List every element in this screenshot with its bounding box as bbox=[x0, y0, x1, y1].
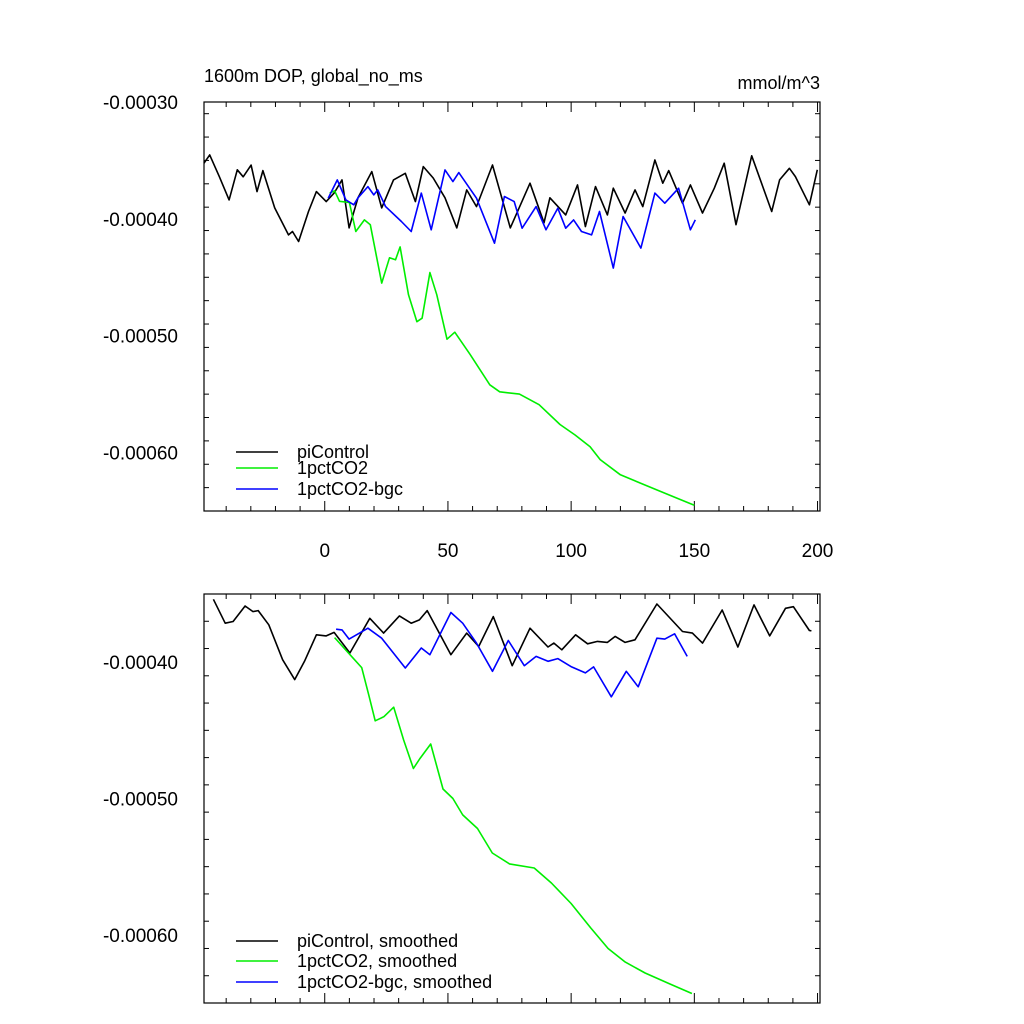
y-tick-label: -0.00030 bbox=[103, 93, 178, 114]
x-tick-label: 200 bbox=[802, 541, 834, 562]
y-tick-label: -0.00040 bbox=[103, 653, 178, 674]
units-label: mmol/m^3 bbox=[738, 73, 820, 93]
series-line-1pctco2 bbox=[329, 190, 695, 506]
legend-label: piControl, smoothed bbox=[297, 931, 458, 951]
plot-frame bbox=[203, 593, 821, 1004]
legend-label: 1pctCO2-bgc, smoothed bbox=[297, 972, 492, 992]
y-tick-label: -0.00060 bbox=[103, 444, 178, 465]
legend-label: 1pctCO2 bbox=[297, 458, 368, 478]
legend-label: 1pctCO2, smoothed bbox=[297, 951, 457, 971]
x-tick-label: 0 bbox=[319, 541, 330, 562]
series-line-picontrol-smoothed bbox=[212, 598, 812, 681]
x-tick-label: 150 bbox=[678, 541, 710, 562]
panel-1: -0.00030 -0.00040 -0.00050 -0.00060 0 50 100 15… bbox=[103, 66, 833, 562]
series-line-1pctco2-bgc bbox=[327, 169, 697, 269]
series-line-picontrol bbox=[203, 154, 819, 243]
legend-label: piControl bbox=[297, 442, 369, 462]
y-tick-label: -0.00060 bbox=[103, 926, 178, 947]
x-tick-label: 100 bbox=[555, 541, 587, 562]
series-line-1pctco2-smoothed bbox=[334, 637, 693, 995]
y-tick-label: -0.00050 bbox=[103, 790, 178, 811]
series-line-1pctco2-bgc-smoothed bbox=[336, 611, 688, 698]
panel-2: -0.00040 -0.00050 -0.00060 piControl, smoot… bbox=[103, 593, 821, 1004]
plot-frame bbox=[203, 101, 821, 512]
x-tick-label: 50 bbox=[437, 541, 458, 562]
legend-label: 1pctCO2-bgc bbox=[297, 479, 403, 499]
y-tick-label: -0.00040 bbox=[103, 210, 178, 231]
chart-title: 1600m DOP, global_no_ms bbox=[204, 66, 423, 87]
y-tick-label: -0.00050 bbox=[103, 327, 178, 348]
